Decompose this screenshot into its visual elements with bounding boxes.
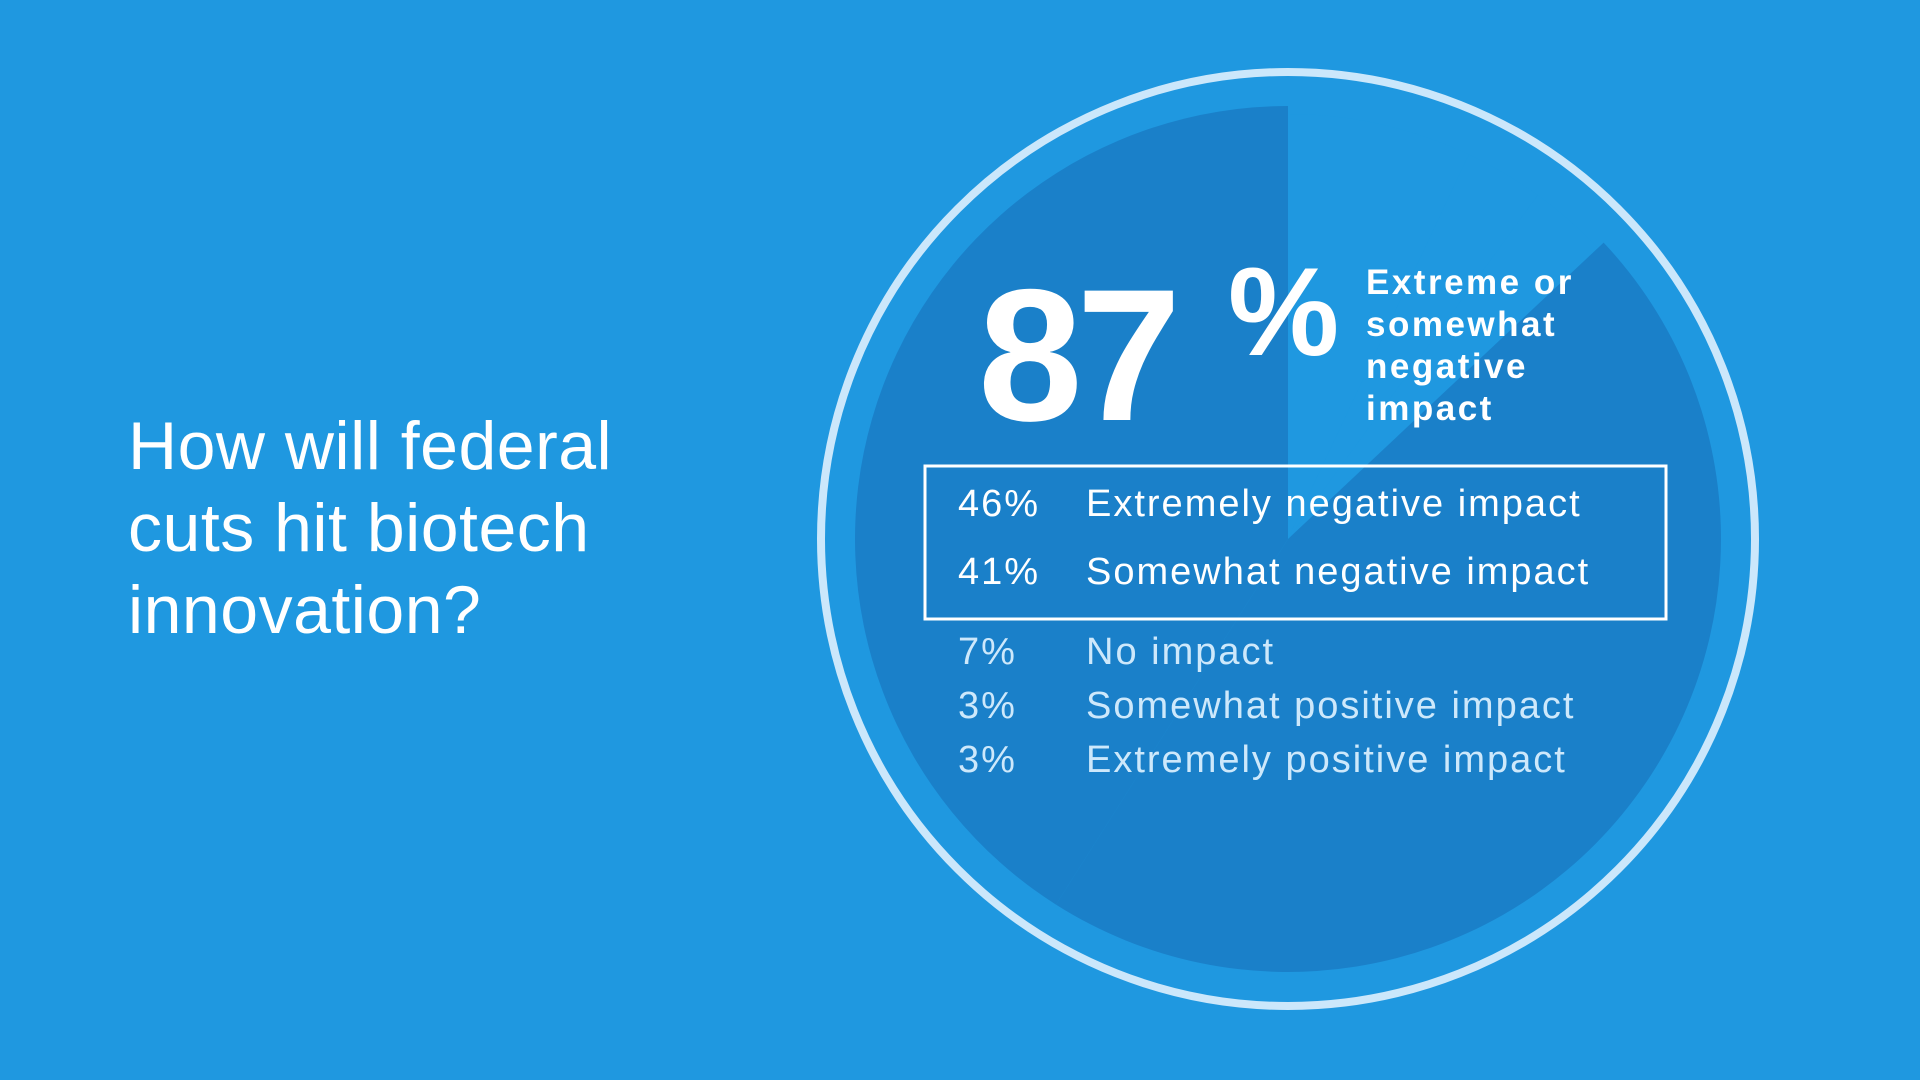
legend: 46% Extremely negative impact 41% Somewh… <box>958 483 1590 781</box>
legend-pct: 3% <box>958 739 1017 781</box>
legend-pct: 41% <box>958 551 1040 593</box>
pie-slice-extremely-negative-impact <box>1055 242 1721 972</box>
summary-label: Extreme or somewhat negative impact <box>1366 263 1574 428</box>
legend-label: Somewhat positive impact <box>1086 685 1575 727</box>
pie-slice-somewhat-negative-impact <box>855 106 1288 905</box>
summary-percent-sign: % <box>1228 243 1339 382</box>
summary-label-line: Extreme or <box>1366 263 1574 302</box>
pie-slice-extremely-positive-impact <box>1288 195 1598 540</box>
summary-label-line: negative <box>1366 347 1528 386</box>
legend-label: Extremely negative impact <box>1086 483 1582 525</box>
pie-slice-no-impact <box>1288 114 1469 539</box>
legend-pct: 7% <box>958 631 1017 673</box>
headline: How will federal cuts hit biotech innova… <box>128 408 613 648</box>
legend-pct: 46% <box>958 483 1040 525</box>
pie-outer-ring <box>817 68 1759 1010</box>
pie-slices <box>855 106 1721 972</box>
pie-slice-somewhat-positive-impact <box>1288 154 1538 539</box>
summary-number: 87 <box>978 250 1175 460</box>
legend-label: No impact <box>1086 631 1275 673</box>
highlight-box <box>923 464 1668 621</box>
legend-label: Extremely positive impact <box>1086 739 1567 781</box>
summary-label-line: somewhat <box>1366 305 1557 344</box>
legend-label: Somewhat negative impact <box>1086 551 1590 593</box>
summary-label-line: impact <box>1366 389 1494 428</box>
legend-pct: 3% <box>958 685 1017 727</box>
